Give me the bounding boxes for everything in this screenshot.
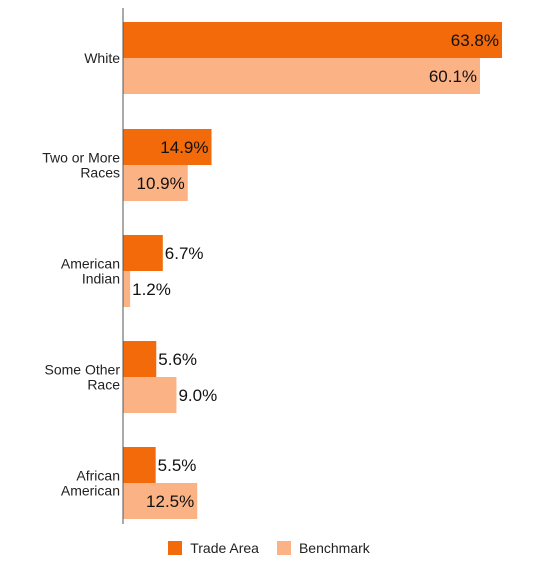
- legend-item-trade-area: Trade Area: [168, 540, 259, 556]
- bar-trade-area-some-other-race: [123, 341, 157, 377]
- bar-benchmark-african-american: [123, 483, 198, 519]
- category-label-african-american-line1: African: [76, 468, 120, 484]
- bar-benchmark-two-or-more-races: [123, 165, 188, 201]
- bar-trade-area-african-american: [123, 447, 156, 483]
- category-label-american-indian-line1: American: [61, 256, 120, 272]
- category-label-african-american-line2: American: [61, 483, 120, 499]
- bar-trade-area-two-or-more-races: [123, 129, 212, 165]
- value-label-benchmark-american-indian: 1.2%: [132, 280, 171, 299]
- category-label-some-other-race-line2: Race: [87, 377, 120, 393]
- legend-item-benchmark: Benchmark: [276, 540, 370, 556]
- bar-benchmark-white: [123, 58, 481, 94]
- value-label-trade-area-two-or-more-races: 14.9%: [160, 138, 208, 157]
- value-label-trade-area-some-other-race: 5.6%: [158, 350, 197, 369]
- category-label-american-indian-line2: Indian: [82, 271, 120, 287]
- bar-benchmark-american-indian: [123, 271, 131, 307]
- legend-label-benchmark: Benchmark: [298, 540, 370, 556]
- value-label-trade-area-african-american: 5.5%: [158, 456, 197, 475]
- value-label-benchmark-two-or-more-races: 10.9%: [137, 174, 185, 193]
- category-label-white: White: [84, 50, 120, 66]
- bar-benchmark-some-other-race: [123, 377, 177, 413]
- legend: Trade Area Benchmark: [0, 540, 538, 556]
- value-label-benchmark-some-other-race: 9.0%: [178, 386, 217, 405]
- bar-trade-area-american-indian: [123, 235, 163, 271]
- category-label-some-other-race-line1: Some Other: [45, 362, 121, 378]
- value-label-trade-area-white: 63.8%: [451, 31, 499, 50]
- bar-trade-area-white: [123, 22, 502, 58]
- legend-swatch-trade-area: [168, 541, 183, 555]
- legend-label-trade-area: Trade Area: [190, 540, 259, 556]
- value-label-benchmark-white: 60.1%: [429, 67, 477, 86]
- value-label-benchmark-african-american: 12.5%: [146, 492, 194, 511]
- value-label-trade-area-american-indian: 6.7%: [165, 244, 204, 263]
- legend-swatch-benchmark: [276, 541, 291, 555]
- category-label-two-or-more-races-line1: Two or More: [42, 150, 120, 166]
- category-label-two-or-more-races-line2: Races: [80, 165, 120, 181]
